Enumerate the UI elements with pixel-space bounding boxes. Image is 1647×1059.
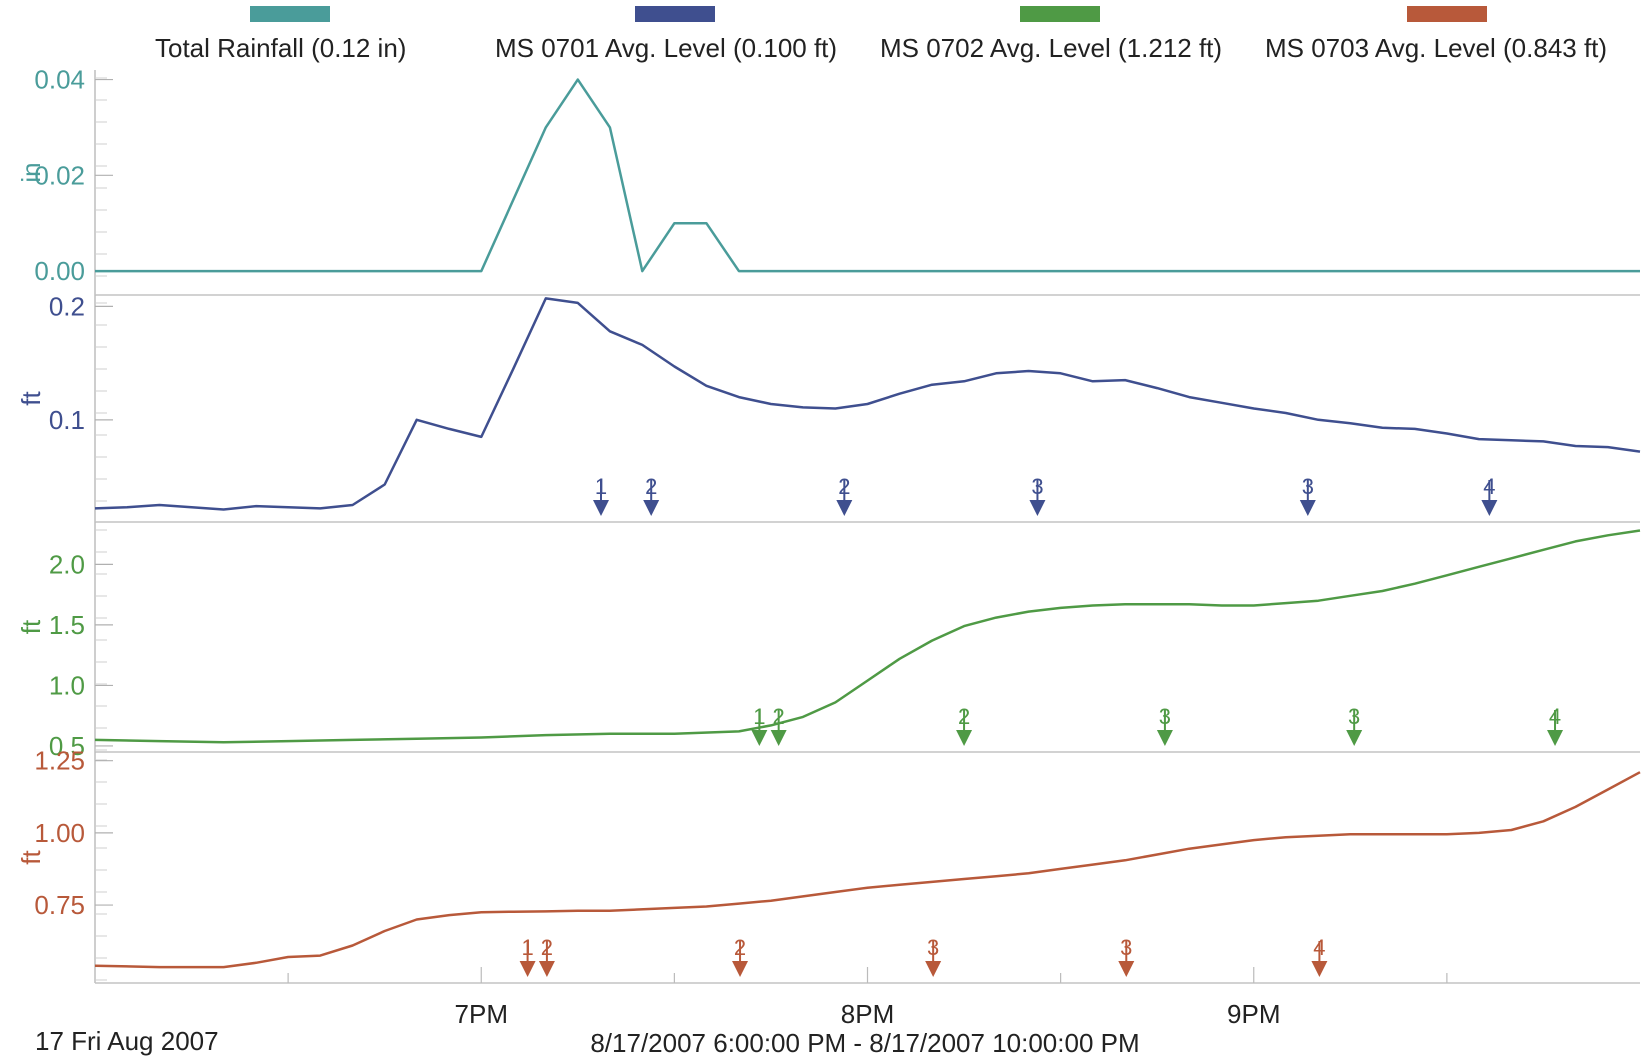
marker-arrow bbox=[751, 730, 768, 746]
legend-label: MS 0701 Avg. Level (0.100 ft) bbox=[495, 33, 837, 63]
event-marker: 3 bbox=[1346, 704, 1363, 746]
y-tick-label: 0.04 bbox=[34, 65, 85, 95]
marker-arrow bbox=[643, 500, 660, 516]
marker-label: 4 bbox=[1313, 935, 1325, 960]
marker-arrow bbox=[1118, 961, 1135, 977]
marker-arrow bbox=[519, 961, 536, 977]
y-unit-label: ft bbox=[16, 619, 46, 634]
event-marker: 3 bbox=[1299, 474, 1316, 516]
event-marker: 1 bbox=[751, 704, 768, 746]
y-tick-label: 2.0 bbox=[49, 549, 85, 579]
event-marker: 3 bbox=[1029, 474, 1046, 516]
series-line bbox=[94, 529, 1641, 744]
marker-label: 2 bbox=[645, 474, 657, 499]
series-line bbox=[94, 771, 1641, 969]
legend-label: MS 0702 Avg. Level (1.212 ft) bbox=[880, 33, 1222, 63]
chart-legend: Total Rainfall (0.12 in) MS 0701 Avg. Lev… bbox=[155, 6, 1607, 63]
legend-swatch bbox=[635, 6, 715, 22]
event-marker: 2 bbox=[956, 704, 973, 746]
marker-arrow bbox=[1547, 730, 1564, 746]
legend-label: MS 0703 Avg. Level (0.843 ft) bbox=[1265, 33, 1607, 63]
y-tick-label: 0.2 bbox=[49, 291, 85, 321]
x-axis: 7PM 8PM 9PM bbox=[287, 967, 1448, 1029]
y-tick-label: 0.1 bbox=[49, 405, 85, 435]
event-marker: 2 bbox=[770, 704, 787, 746]
marker-label: 3 bbox=[1120, 935, 1132, 960]
y-tick-label: 1.5 bbox=[49, 610, 85, 640]
event-marker: 2 bbox=[538, 935, 555, 977]
legend-swatch bbox=[1407, 6, 1487, 22]
marker-arrow bbox=[538, 961, 555, 977]
marker-label: 1 bbox=[753, 704, 765, 729]
marker-label: 4 bbox=[1483, 474, 1495, 499]
event-marker: 2 bbox=[643, 474, 660, 516]
event-marker: 4 bbox=[1547, 704, 1564, 746]
y-tick-label: 0.00 bbox=[34, 256, 85, 286]
marker-label: 3 bbox=[1159, 704, 1171, 729]
marker-label: 2 bbox=[541, 935, 553, 960]
event-marker: 3 bbox=[925, 935, 942, 977]
event-marker: 4 bbox=[1481, 474, 1498, 516]
panel-1: 0.00 0.02 0.04 in bbox=[16, 65, 1640, 296]
marker-arrow bbox=[1346, 730, 1363, 746]
marker-label: 2 bbox=[958, 704, 970, 729]
y-unit-label: ft bbox=[16, 850, 46, 865]
event-marker: 1 bbox=[519, 935, 536, 977]
legend-swatch bbox=[1020, 6, 1100, 22]
marker-label: 3 bbox=[1302, 474, 1314, 499]
marker-label: 3 bbox=[1031, 474, 1043, 499]
event-marker: 2 bbox=[732, 935, 749, 977]
marker-arrow bbox=[1481, 500, 1498, 516]
marker-arrow bbox=[770, 730, 787, 746]
marker-arrow bbox=[592, 500, 609, 516]
marker-label: 3 bbox=[927, 935, 939, 960]
marker-arrow bbox=[836, 500, 853, 516]
y-unit-label: ft bbox=[16, 391, 46, 406]
footer-date-label: 17 Fri Aug 2007 bbox=[35, 1026, 219, 1056]
series-line bbox=[94, 297, 1641, 511]
marker-label: 1 bbox=[595, 474, 607, 499]
footer-range-label: 8/17/2007 6:00:00 PM - 8/17/2007 10:00:0… bbox=[590, 1028, 1139, 1058]
x-tick-label: 8PM bbox=[841, 999, 894, 1029]
marker-arrow bbox=[956, 730, 973, 746]
y-tick-label: 0.02 bbox=[34, 160, 85, 190]
event-marker: 3 bbox=[1118, 935, 1135, 977]
event-marker: 3 bbox=[1156, 704, 1173, 746]
marker-label: 2 bbox=[734, 935, 746, 960]
event-marker: 2 bbox=[836, 474, 853, 516]
event-marker: 1 bbox=[592, 474, 609, 516]
marker-arrow bbox=[1311, 961, 1328, 977]
y-tick-label: 0.75 bbox=[34, 890, 85, 920]
series-line bbox=[95, 78, 1640, 273]
y-tick-label: 1.00 bbox=[34, 818, 85, 848]
marker-label: 2 bbox=[773, 704, 785, 729]
legend-swatch bbox=[250, 6, 330, 22]
x-tick-label: 7PM bbox=[455, 999, 508, 1029]
legend-label: Total Rainfall (0.12 in) bbox=[155, 33, 406, 63]
marker-arrow bbox=[925, 961, 942, 977]
y-unit-label: in bbox=[16, 162, 46, 182]
marker-label: 1 bbox=[521, 935, 533, 960]
marker-arrow bbox=[732, 961, 749, 977]
panel-2: 0.1 0.2 ft 1 2 2 3 3 4 bbox=[16, 291, 1641, 523]
marker-label: 3 bbox=[1348, 704, 1360, 729]
marker-arrow bbox=[1029, 500, 1046, 516]
marker-arrow bbox=[1299, 500, 1316, 516]
y-tick-label: 1.25 bbox=[34, 746, 85, 776]
marker-label: 2 bbox=[838, 474, 850, 499]
y-tick-label: 0.5 bbox=[49, 731, 85, 761]
marker-label: 4 bbox=[1549, 704, 1561, 729]
event-marker: 4 bbox=[1311, 935, 1328, 977]
x-tick-label: 9PM bbox=[1227, 999, 1280, 1029]
y-tick-label: 1.0 bbox=[49, 670, 85, 700]
marker-arrow bbox=[1156, 730, 1173, 746]
